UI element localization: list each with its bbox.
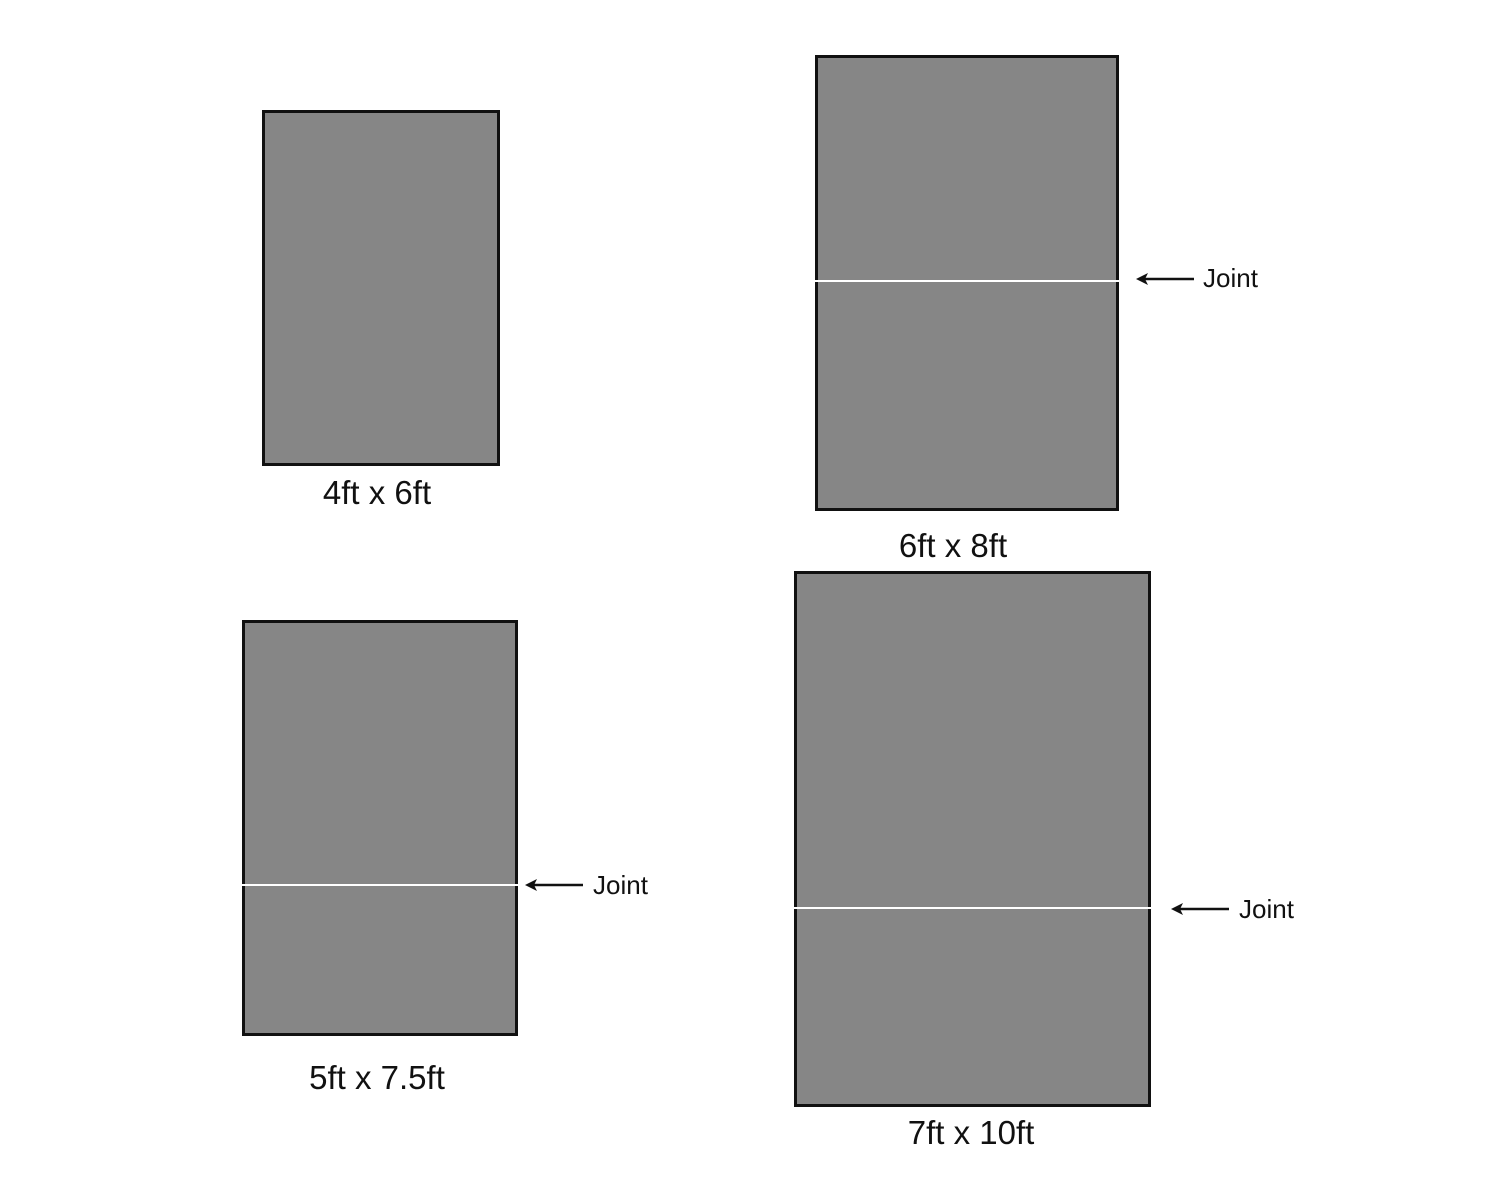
joint-label-7x10: Joint [1239, 894, 1294, 924]
arrow-left-icon [525, 879, 583, 891]
size-label-4x6: 4ft x 6ft [322, 474, 432, 511]
panel-7x10 [794, 571, 1151, 1107]
panel-5x7-5 [242, 620, 518, 1036]
arrow-left-icon [1171, 903, 1229, 915]
joint-label-5x7-5: Joint [593, 870, 648, 900]
joint-label-6x8: Joint [1203, 263, 1258, 293]
panel-6x8 [815, 55, 1119, 511]
size-label-7x10: 7ft x 10ft [907, 1114, 1035, 1151]
size-label-5x7-5: 5ft x 7.5ft [309, 1059, 445, 1096]
joint-line-6x8 [814, 280, 1121, 282]
arrow-left-icon [1136, 273, 1194, 285]
size-label-6x8: 6ft x 8ft [898, 527, 1008, 564]
panel-4x6 [262, 110, 500, 466]
joint-line-7x10 [793, 907, 1153, 909]
joint-line-5x7-5 [241, 884, 520, 886]
